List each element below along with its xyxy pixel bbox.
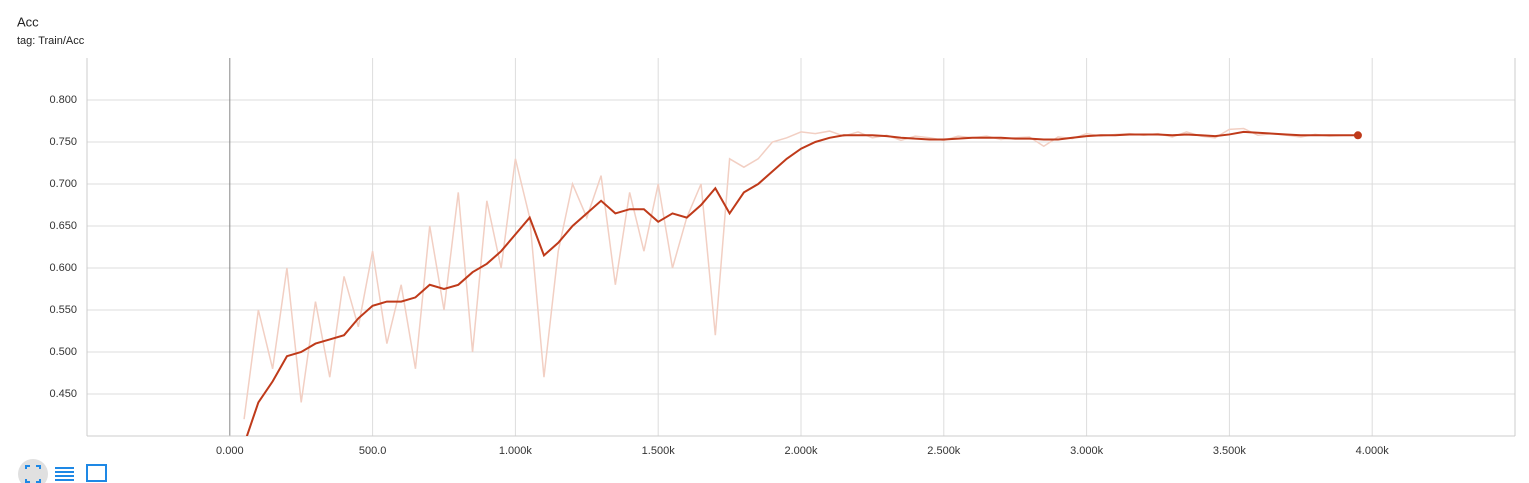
- x-tick-label: 4.000k: [1356, 445, 1390, 457]
- x-tick-label: 1.000k: [499, 445, 533, 457]
- x-tick-label: 500.0: [359, 445, 387, 457]
- chart-subtitle: tag: Train/Acc: [17, 35, 85, 47]
- x-tick-label: 1.500k: [642, 445, 676, 457]
- y-tick-label: 0.750: [49, 136, 77, 148]
- y-tick-label: 0.500: [49, 346, 77, 358]
- fit-icon: [25, 465, 41, 483]
- series-line: [243, 127, 1358, 420]
- y-tick-label: 0.550: [49, 304, 77, 316]
- plot-area: [243, 127, 1358, 436]
- log-button[interactable]: [55, 467, 74, 481]
- select-button[interactable]: [86, 464, 107, 482]
- y-tick-label: 0.450: [49, 388, 77, 400]
- x-tick-label: 2.000k: [784, 445, 818, 457]
- y-tick-label: 0.800: [49, 94, 77, 106]
- x-tick-label: 3.000k: [1070, 445, 1104, 457]
- y-tick-label: 0.600: [49, 262, 77, 274]
- x-tick-label: 2.500k: [927, 445, 961, 457]
- fit-button[interactable]: [18, 459, 48, 483]
- x-tick-label: 3.500k: [1213, 445, 1247, 457]
- y-tick-label: 0.700: [49, 178, 77, 190]
- y-tick-label: 0.650: [49, 220, 77, 232]
- toolbar: [18, 459, 107, 483]
- series-line: [245, 130, 1358, 436]
- grid: [87, 58, 1515, 436]
- end-point: [1353, 131, 1362, 140]
- x-tick-label: 0.000: [216, 445, 244, 457]
- chart-title: Acc: [17, 14, 39, 29]
